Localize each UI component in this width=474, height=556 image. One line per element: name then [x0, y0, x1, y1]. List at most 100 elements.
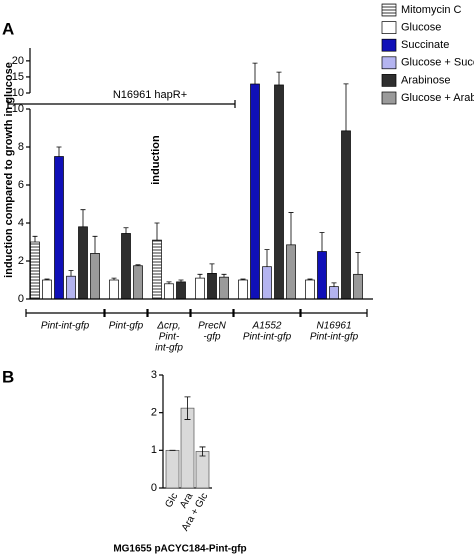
error-bar: [221, 273, 227, 278]
x-tick-label: N16961: [316, 321, 351, 332]
bar: [90, 253, 100, 300]
legend-label: Mitomycin C: [401, 4, 462, 16]
error-bar: [92, 235, 98, 254]
legend-swatch: [381, 38, 397, 52]
error-bar: [178, 279, 184, 282]
error-bar: [264, 249, 270, 267]
y-tick-label: 2: [151, 407, 157, 419]
bar: [195, 451, 210, 489]
bar: [30, 241, 40, 300]
legend-label: Glucose: [401, 22, 441, 34]
error-bar: [319, 232, 325, 252]
error-bar: [184, 396, 191, 420]
bar: [195, 277, 205, 300]
bar: [219, 276, 229, 300]
error-bar: [307, 278, 313, 280]
error-bar: [276, 71, 282, 85]
error-bar: [343, 83, 349, 131]
y-axis-label: induction compared to growth in glucose: [3, 62, 15, 278]
error-bar: [209, 263, 215, 274]
y-tick-label: 0: [151, 482, 157, 494]
bar: [66, 275, 76, 300]
error-bar: [252, 62, 258, 84]
legend-label: Glucose + Succinate: [401, 57, 474, 69]
y-tick-label: 1: [151, 444, 157, 456]
y-tick-label: 3: [151, 369, 157, 381]
group-bracket: [190, 309, 234, 317]
bar: [317, 251, 327, 300]
error-bar: [135, 264, 141, 266]
y-axis-label: induction: [150, 135, 162, 185]
x-tick-label: Pint-gfp: [109, 321, 144, 332]
error-bar: [123, 227, 129, 234]
bar: [133, 265, 143, 300]
bar: [353, 273, 363, 300]
error-bar: [154, 222, 160, 241]
panel-letter: B: [2, 367, 14, 386]
x-axis-label: MG1655 pACYC184-Pint-gfp: [113, 544, 246, 555]
bar: [250, 83, 260, 300]
y-tick-label: 10: [12, 103, 24, 115]
error-bar: [111, 277, 117, 280]
error-bar: [355, 252, 361, 275]
bar: [42, 279, 52, 300]
x-tick-label: Pint-int-gfp: [310, 332, 359, 343]
group-bracket: [300, 309, 368, 317]
error-bar: [197, 273, 203, 279]
error-bar: [80, 209, 86, 227]
legend-swatch: [381, 74, 397, 87]
y-tick-label: 8: [18, 141, 24, 153]
group-bracket: [104, 309, 148, 317]
x-tick-label: PrecN: [198, 321, 227, 332]
bar: [78, 226, 88, 300]
y-tick-label: 10: [12, 87, 24, 99]
y-tick-label: 0: [18, 293, 24, 305]
bar: [180, 407, 195, 489]
x-tick-label: -gfp: [203, 332, 221, 343]
bar: [176, 281, 186, 300]
error-bar: [331, 282, 337, 287]
legend-swatch: [381, 3, 397, 17]
legend-label: Arabinose: [401, 74, 451, 86]
bar: [262, 266, 272, 300]
bar: [341, 130, 351, 300]
group-bracket: [147, 309, 191, 317]
bar: [165, 449, 180, 489]
error-bar: [32, 235, 38, 242]
annotation: N16961 hapR+: [113, 89, 187, 101]
bar: [207, 273, 217, 300]
bar: [54, 156, 64, 300]
x-tick-label: Glc: [163, 491, 180, 509]
x-tick-label: Pint-int-gfp: [41, 321, 90, 332]
x-tick-label: A1552: [252, 321, 282, 332]
y-tick-label: 2: [18, 255, 24, 267]
error-bar: [288, 212, 294, 245]
error-bar: [166, 281, 172, 284]
x-tick-label: Δcrp,: [156, 321, 180, 332]
bar: [152, 239, 162, 300]
bar: [305, 279, 315, 300]
bar: [329, 286, 339, 300]
y-tick-label: 15: [12, 71, 24, 83]
legend-swatch: [381, 91, 397, 105]
y-tick-label: 6: [18, 179, 24, 191]
y-tick-label: 20: [12, 55, 24, 67]
x-tick-label: Pint-int-gfp: [243, 332, 292, 343]
x-tick-label: int-gfp: [155, 343, 183, 354]
group-bracket: [233, 309, 301, 317]
error-bar: [68, 270, 74, 277]
panel-letter: A: [2, 19, 14, 38]
legend-label: Glucose + Arabinose: [401, 92, 474, 104]
group-bracket: [25, 309, 105, 317]
annotation-bracket: [7, 100, 236, 108]
bar: [109, 279, 119, 300]
bar: [164, 283, 174, 300]
error-bar: [44, 278, 50, 280]
bar: [238, 279, 248, 300]
legend-swatch: [381, 21, 397, 34]
error-bar: [240, 278, 246, 280]
bar: [121, 233, 131, 300]
legend-swatch: [381, 56, 397, 70]
error-bar: [56, 146, 62, 157]
